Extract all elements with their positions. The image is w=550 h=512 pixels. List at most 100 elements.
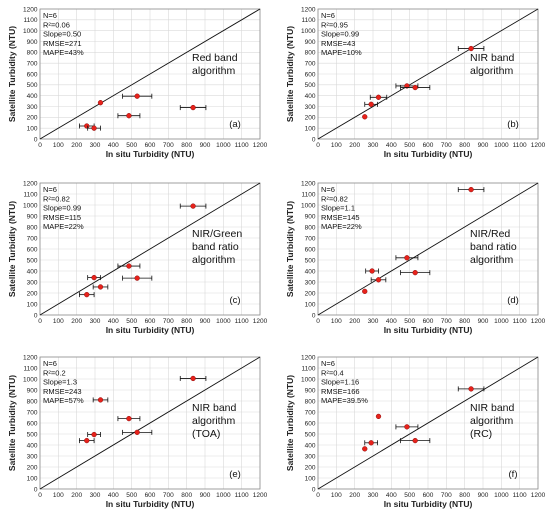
x-tick-label: 600	[145, 318, 156, 325]
y-tick-label: 500	[305, 82, 316, 89]
x-tick-label: 1000	[216, 142, 231, 149]
x-tick-label: 1000	[494, 142, 509, 149]
y-tick-label: 400	[27, 268, 38, 275]
x-tick-label: 300	[90, 142, 101, 149]
stat-line: R²=0.82	[321, 194, 348, 203]
x-tick-label: 700	[441, 142, 452, 149]
algorithm-label: algorithm	[192, 415, 235, 427]
data-point	[412, 437, 418, 444]
y-tick-label: 400	[27, 442, 38, 449]
y-tick-label: 500	[305, 257, 316, 264]
y-tick-label: 100	[305, 475, 316, 482]
x-tick-label: 400	[386, 142, 397, 149]
y-tick-label: 200	[27, 115, 38, 122]
data-point	[134, 429, 140, 436]
data-point	[91, 125, 97, 131]
x-tick-label: 800	[181, 142, 192, 149]
stat-line: MAPE=22%	[321, 222, 362, 231]
stat-line: R²=0.4	[321, 368, 344, 377]
y-tick-label: 200	[305, 115, 316, 122]
y-tick-label: 700	[27, 235, 38, 242]
one-to-one-line	[317, 182, 539, 316]
y-tick-label: 400	[305, 93, 316, 100]
one-to-one-line	[317, 356, 539, 490]
x-tick-label: 900	[478, 318, 489, 325]
x-tick-label: 400	[108, 142, 119, 149]
x-tick-label: 600	[145, 492, 156, 499]
y-tick-label: 700	[27, 60, 38, 67]
data-point	[368, 440, 374, 446]
x-tick-label: 800	[181, 318, 192, 325]
data-point	[126, 415, 132, 422]
x-tick-label: 800	[459, 142, 470, 149]
x-tick-label: 1200	[531, 318, 546, 325]
data-point	[362, 288, 368, 295]
y-tick-label: 1000	[301, 202, 316, 209]
y-tick-label: 1100	[302, 17, 316, 24]
y-tick-label: 300	[305, 279, 316, 286]
y-tick-label: 1100	[302, 365, 316, 372]
data-point	[97, 284, 104, 290]
y-tick-label: 1200	[301, 6, 316, 13]
y-tick-label: 900	[27, 387, 38, 394]
y-tick-label: 300	[305, 104, 316, 111]
x-tick-label: 1200	[531, 142, 546, 149]
x-tick-label: 400	[108, 318, 119, 325]
y-tick-label: 200	[27, 464, 38, 471]
x-tick-label: 700	[441, 492, 452, 499]
x-axis-title: In situ Turbidity (NTU)	[106, 149, 195, 159]
x-tick-label: 700	[163, 492, 174, 499]
y-tick-label: 800	[305, 224, 316, 231]
y-tick-label: 600	[27, 420, 38, 427]
y-tick-label: 400	[27, 93, 38, 100]
x-tick-label: 1000	[216, 492, 231, 499]
stat-line: N=6	[321, 185, 335, 194]
data-point	[91, 431, 97, 438]
y-tick-label: 600	[305, 246, 316, 253]
data-point	[404, 83, 410, 89]
data-point	[362, 114, 368, 120]
x-tick-label: 200	[349, 492, 360, 499]
x-tick-label: 1000	[494, 318, 509, 325]
stat-line: MAPE=22%	[43, 222, 84, 231]
stat-line: Slope=0.99	[43, 204, 81, 213]
y-tick-label: 1200	[23, 354, 38, 361]
x-tick-label: 300	[90, 318, 101, 325]
one-to-one-line	[39, 8, 261, 140]
stat-line: N=6	[43, 185, 57, 194]
y-tick-label: 500	[27, 257, 38, 264]
y-tick-label: 800	[27, 224, 38, 231]
x-tick-label: 0	[316, 492, 320, 499]
plot-frame	[317, 356, 539, 490]
x-tick-label: 0	[38, 142, 42, 149]
y-tick-label: 0	[312, 136, 316, 143]
x-tick-label: 100	[331, 142, 342, 149]
stat-line: RMSE=166	[321, 387, 360, 396]
y-tick-label: 0	[34, 486, 38, 493]
x-tick-label: 500	[404, 318, 415, 325]
x-tick-label: 900	[200, 492, 211, 499]
stat-line: RMSE=145	[321, 213, 360, 222]
x-tick-label: 300	[368, 318, 379, 325]
one-to-one-line	[39, 182, 261, 316]
x-tick-label: 300	[368, 492, 379, 499]
stat-line: Slope=0.99	[321, 30, 359, 39]
plot-frame	[39, 8, 261, 140]
stat-line: MAPE=10%	[321, 48, 362, 57]
y-tick-label: 1100	[24, 191, 38, 198]
x-tick-label: 1100	[235, 142, 249, 149]
y-tick-label: 0	[312, 486, 316, 493]
stat-line: Slope=0.50	[43, 30, 81, 39]
x-tick-label: 900	[478, 142, 489, 149]
y-tick-label: 200	[305, 290, 316, 297]
panel-letter: (a)	[229, 119, 241, 130]
y-tick-label: 1000	[301, 376, 316, 383]
x-tick-label: 800	[181, 492, 192, 499]
x-axis-title: In situ Turbidity (NTU)	[384, 325, 473, 335]
y-tick-label: 1000	[23, 202, 38, 209]
data-point	[190, 203, 196, 209]
algorithm-label: band ratio	[470, 241, 517, 253]
x-tick-label: 500	[126, 318, 137, 325]
x-tick-label: 100	[53, 318, 64, 325]
